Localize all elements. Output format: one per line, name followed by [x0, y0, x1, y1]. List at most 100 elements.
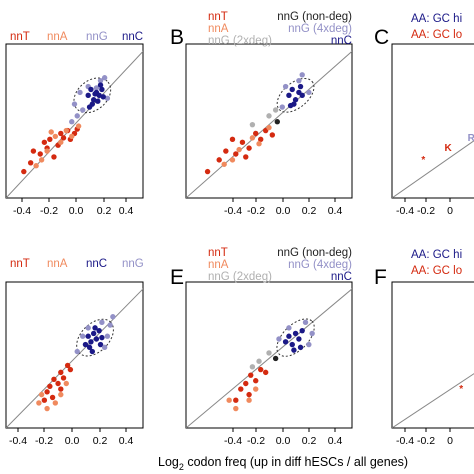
data-point — [33, 163, 39, 169]
axes-frame — [185, 43, 353, 199]
data-point — [249, 364, 256, 370]
x-tick-label: 0.4 — [119, 205, 134, 217]
data-point — [85, 333, 91, 339]
data-point — [96, 92, 102, 99]
diagonal-line — [186, 50, 352, 198]
data-point — [36, 400, 42, 406]
data-point — [88, 339, 94, 345]
highlight-ellipse — [276, 77, 315, 113]
data-point — [253, 386, 259, 392]
diagonal-line — [6, 288, 143, 428]
data-point — [63, 127, 69, 134]
data-point — [101, 344, 108, 351]
data-point — [216, 157, 222, 163]
data-point — [80, 333, 86, 339]
data-point — [256, 141, 262, 147]
data-point — [63, 380, 69, 387]
data-point — [74, 113, 80, 119]
data-point — [309, 330, 315, 337]
data-point — [233, 397, 239, 403]
data-point — [86, 344, 93, 351]
legend-entry: nnG — [86, 31, 108, 43]
data-point — [297, 83, 304, 90]
axes-frame — [391, 281, 474, 429]
data-point — [286, 325, 292, 331]
amino-acid-label: * — [459, 384, 463, 395]
x-tick-label: -0.4 — [396, 435, 414, 447]
axes-frame — [185, 281, 353, 429]
x-tick-label: 0.2 — [93, 435, 108, 447]
data-point — [80, 107, 86, 113]
amino-acid-label: * — [421, 155, 425, 166]
data-point — [47, 383, 53, 389]
x-tick-label: -0.4 — [13, 205, 31, 217]
data-point — [248, 372, 254, 378]
data-point — [238, 386, 244, 392]
data-point — [85, 325, 91, 331]
data-point — [38, 391, 45, 398]
data-point — [77, 89, 83, 96]
data-point — [99, 319, 105, 326]
data-point — [258, 136, 264, 143]
data-point — [60, 375, 67, 381]
data-point — [64, 362, 71, 369]
data-point — [256, 358, 262, 364]
x-tick-label: 0.4 — [328, 205, 343, 217]
data-point — [253, 130, 259, 137]
data-point — [299, 72, 305, 78]
data-point — [226, 397, 232, 403]
data-point — [92, 325, 98, 331]
legend-entry: nnA — [47, 31, 68, 43]
data-point — [93, 336, 100, 342]
diagonal-line — [186, 288, 352, 428]
x-tick-label: -0.4 — [224, 205, 242, 217]
data-point — [88, 86, 94, 93]
legend-entry: nnA — [208, 259, 229, 271]
legend-entry: nnT — [208, 247, 228, 259]
data-point — [233, 405, 239, 412]
data-point — [51, 376, 57, 383]
x-tick-label: 0.4 — [119, 435, 134, 447]
data-point — [229, 136, 236, 143]
legend-entry: nnT — [10, 31, 30, 43]
legend-entry: nnC — [86, 258, 107, 270]
x-tick-label: 0.4 — [328, 435, 343, 447]
data-point — [266, 350, 272, 356]
data-point — [258, 366, 264, 373]
data-point — [292, 330, 299, 337]
data-point — [71, 101, 78, 107]
panel-label: C — [374, 26, 389, 49]
x-tick-label: 0.0 — [65, 435, 80, 447]
data-point — [69, 133, 75, 140]
data-point — [100, 94, 106, 100]
data-point — [75, 123, 82, 129]
data-point — [297, 344, 304, 351]
axes-frame — [5, 43, 144, 199]
axes-frame — [391, 43, 474, 199]
data-point — [92, 91, 98, 97]
data-point — [47, 136, 53, 143]
data-point — [249, 135, 256, 141]
panel-label: E — [170, 266, 184, 289]
data-point — [289, 341, 295, 348]
legend-entry: nnG (4xdeg) — [288, 23, 352, 35]
data-point — [229, 157, 236, 163]
data-point — [41, 397, 48, 403]
x-tick-label: -0.2 — [417, 205, 435, 217]
data-point — [292, 97, 299, 103]
amino-acid-label: R — [468, 133, 474, 144]
data-point — [74, 348, 80, 355]
data-point — [96, 327, 102, 334]
legend-entry: nnG (2xdeg) — [208, 271, 272, 283]
legend-entry: nnT — [10, 258, 30, 270]
legend-entry: nnG — [122, 258, 144, 270]
legend-entry: nnC — [331, 271, 352, 283]
data-point — [236, 146, 242, 153]
data-point — [86, 104, 93, 110]
data-point — [233, 151, 239, 157]
data-point — [67, 366, 74, 373]
data-point — [58, 130, 64, 137]
x-tick-label: -0.2 — [40, 205, 58, 217]
